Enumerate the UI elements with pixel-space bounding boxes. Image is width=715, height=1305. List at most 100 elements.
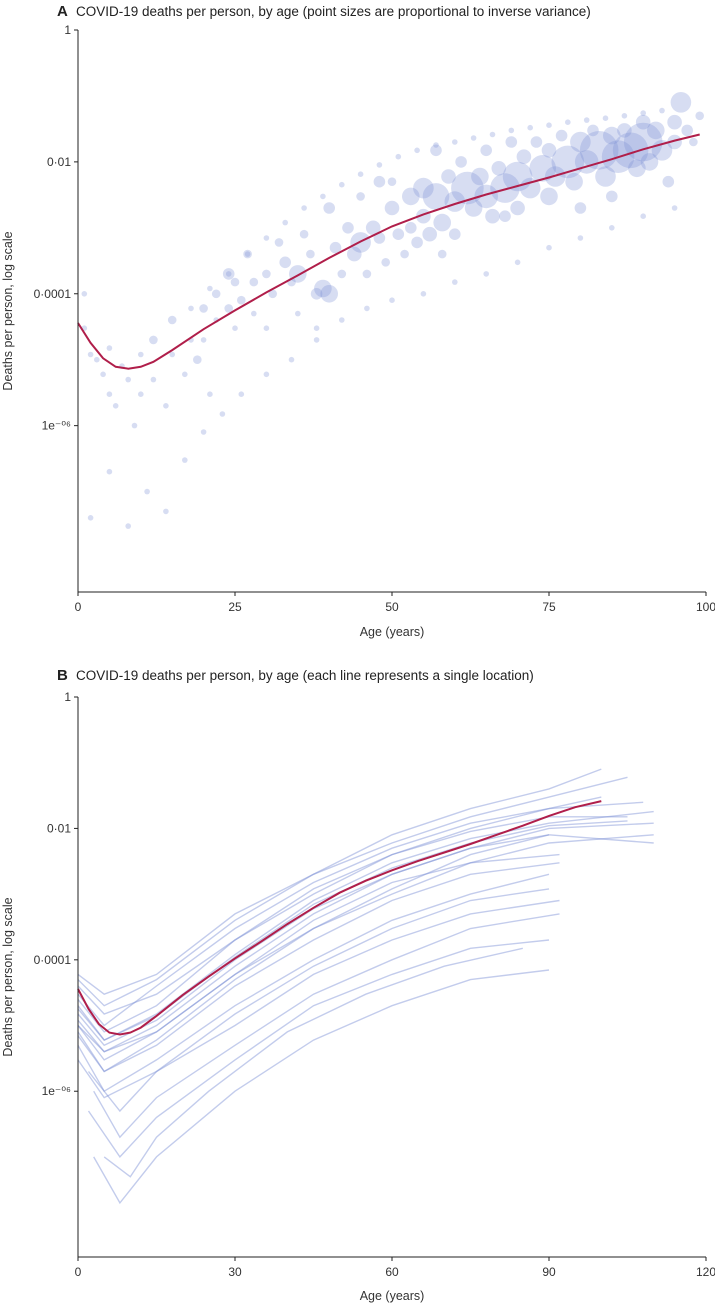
panel-a-data-point	[81, 291, 88, 297]
panel-a-data-point	[169, 351, 175, 358]
panel-a-data-point	[662, 175, 675, 188]
panel-a-data-point	[188, 305, 194, 312]
panel-a-data-point	[224, 304, 233, 313]
panel-a-data-point	[392, 228, 405, 240]
panel-a-data-point	[268, 289, 278, 299]
panel-a-data-point	[87, 351, 94, 358]
panel-b-x-ticks: 0 30 60 90 120	[75, 1257, 715, 1279]
panel-a-data-point	[681, 124, 693, 137]
panel-b-location-line	[77, 816, 628, 1015]
panel-a-y-label: Deaths per person, log scale	[1, 231, 15, 390]
panel-b-location-line	[77, 822, 654, 1047]
panel-b-y-tick-label: 0·0001	[34, 953, 72, 967]
panel-a-data-point	[314, 279, 332, 298]
panel-b-fit-curve	[77, 800, 602, 1036]
panel-b-title: COVID-19 deaths per person, by age (each…	[76, 668, 534, 683]
panel-a-data-point	[485, 208, 500, 224]
panel-b-y-tick-label: 1	[64, 690, 71, 704]
panel-a-data-point	[491, 161, 507, 176]
panel-b: B COVID-19 deaths per person, by age (ea…	[1, 667, 715, 1303]
panel-a-data-point	[167, 315, 177, 325]
panel-a-data-point	[225, 271, 232, 277]
panel-a-data-point	[455, 156, 467, 168]
panel-a-data-point	[420, 291, 427, 297]
panel-a-data-point	[306, 249, 315, 259]
panel-b-x-tick-label: 60	[385, 1265, 399, 1279]
panel-a-axes	[77, 30, 706, 593]
panel-a-data-point	[555, 129, 568, 142]
panel-a-x-ticks: 0 25 50 75 100	[75, 592, 715, 614]
panel-a-data-point	[565, 172, 583, 191]
panel-a-data-point	[529, 155, 556, 182]
panel-a-data-point	[546, 244, 552, 251]
panel-a-data-point	[670, 92, 692, 113]
panel-a-data-point	[452, 139, 458, 145]
panel-a-data-point	[106, 391, 113, 398]
panel-a-data-point	[163, 508, 169, 515]
panel-b-y-tick-label: 1e⁻⁰⁶	[42, 1084, 71, 1098]
panel-a-y-tick-label: 0·0001	[34, 287, 72, 301]
panel-a-data-point	[263, 371, 270, 378]
panel-a-data-point	[659, 107, 665, 114]
panel-a-data-point	[288, 356, 295, 363]
panel-a-data-point	[430, 144, 442, 157]
panel-b-x-label: Age (years)	[360, 1289, 425, 1303]
panel-a-data-point	[546, 122, 552, 128]
panel-a-data-point	[587, 124, 599, 137]
panel-a-data-point	[510, 200, 525, 216]
panel-b-letter: B	[57, 667, 68, 684]
panel-b-y-ticks: 1 0·01 0·0001 1e⁻⁰⁶	[34, 690, 78, 1098]
panel-b-y-tick-label: 0·01	[47, 821, 71, 835]
panel-b-location-line	[77, 853, 560, 1061]
panel-a-data-point	[230, 277, 240, 287]
panel-b-x-tick-label: 30	[228, 1265, 242, 1279]
panel-a-data-point	[411, 236, 423, 249]
panel-a-data-point	[384, 200, 400, 216]
panel-b-location-line	[77, 834, 654, 1053]
panel-a-fit-curve-group	[77, 133, 700, 370]
panel-b-location-line	[77, 796, 602, 1027]
panel-a-points	[81, 92, 704, 529]
panel-b-x-tick-label: 90	[542, 1265, 556, 1279]
panel-a-data-point	[131, 422, 138, 429]
panel-a-x-tick-label: 100	[696, 600, 715, 614]
panel-a-data-point	[106, 468, 113, 475]
panel-a-data-point	[323, 202, 336, 214]
panel-a-y-tick-label: 1	[64, 23, 71, 37]
panel-a-data-point	[249, 277, 259, 287]
panel-a-data-point	[320, 193, 326, 200]
panel-a-data-point	[527, 124, 533, 131]
panel-a-data-point	[514, 259, 521, 266]
panel-b-location-line	[77, 888, 550, 1099]
panel-b-fit-curve-group	[77, 800, 602, 1036]
panel-a-data-point	[339, 181, 345, 188]
panel-a-data-point	[422, 183, 450, 210]
panel-a-data-point	[238, 391, 245, 398]
panel-a-data-point	[441, 169, 456, 184]
panel-a-data-point	[263, 235, 270, 241]
panel-a-data-point	[289, 265, 307, 283]
panel-a-data-point	[595, 166, 616, 187]
panel-b-x-tick-label: 0	[75, 1265, 82, 1279]
panel-b-location-line	[77, 862, 560, 1073]
panel-b-location-line	[103, 947, 523, 1178]
panel-a-data-point	[647, 121, 665, 140]
panel-a-data-point	[449, 228, 461, 240]
panel-a-data-point	[237, 295, 246, 305]
panel-a-data-point	[541, 143, 557, 158]
panel-a-data-point	[193, 355, 202, 365]
panel-a-data-point	[433, 142, 439, 148]
panel-a-data-point	[274, 238, 284, 247]
panel-b-location-line	[77, 834, 654, 1073]
panel-b-location-lines	[77, 768, 654, 1205]
panel-a-data-point	[389, 297, 395, 304]
panel-a-data-point	[612, 132, 649, 169]
panel-a-data-point	[635, 114, 651, 130]
panel-a-data-point	[100, 371, 106, 378]
panel-a-data-point	[199, 304, 208, 313]
panel-a-data-point	[405, 222, 417, 234]
panel-a-fit-curve	[77, 133, 700, 370]
panel-a-data-point	[437, 249, 447, 259]
panel-a-data-point	[621, 113, 628, 119]
